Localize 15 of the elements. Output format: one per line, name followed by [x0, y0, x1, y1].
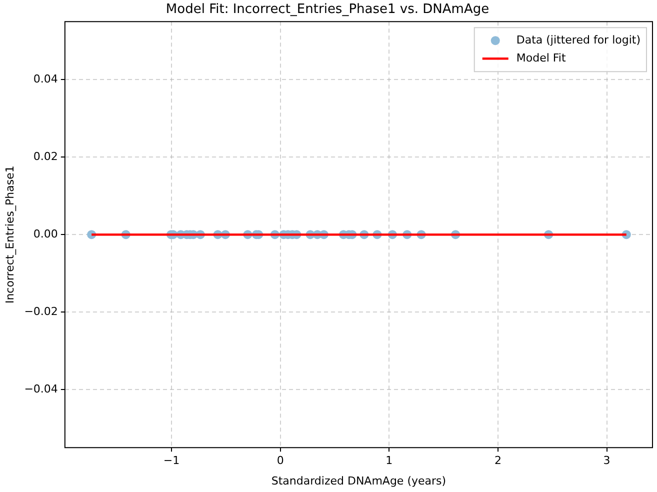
chart-title: Model Fit: Incorrect_Entries_Phase1 vs. DNAmAge [166, 2, 490, 18]
x-axis-title: Standardized DNAmAge (years) [271, 474, 446, 488]
x-tick-label: 0 [276, 454, 284, 468]
y-tick-label: 0.00 [33, 227, 58, 240]
legend-label: Model Fit [516, 51, 566, 64]
x-tick-label: 3 [603, 454, 610, 468]
legend-label: Data (jittered for logit) [516, 33, 641, 46]
y-tick-label: 0.02 [33, 150, 58, 164]
x-tick-label: −1 [163, 454, 180, 468]
y-tick-label: 0.04 [33, 72, 58, 86]
x-tick-label: 1 [386, 454, 393, 468]
y-tick-label: −0.02 [24, 304, 58, 318]
y-axis-title: Incorrect_Entries_Phase1 [3, 166, 16, 304]
x-tick-label: 2 [494, 454, 502, 468]
y-tick-label: −0.04 [24, 382, 58, 396]
